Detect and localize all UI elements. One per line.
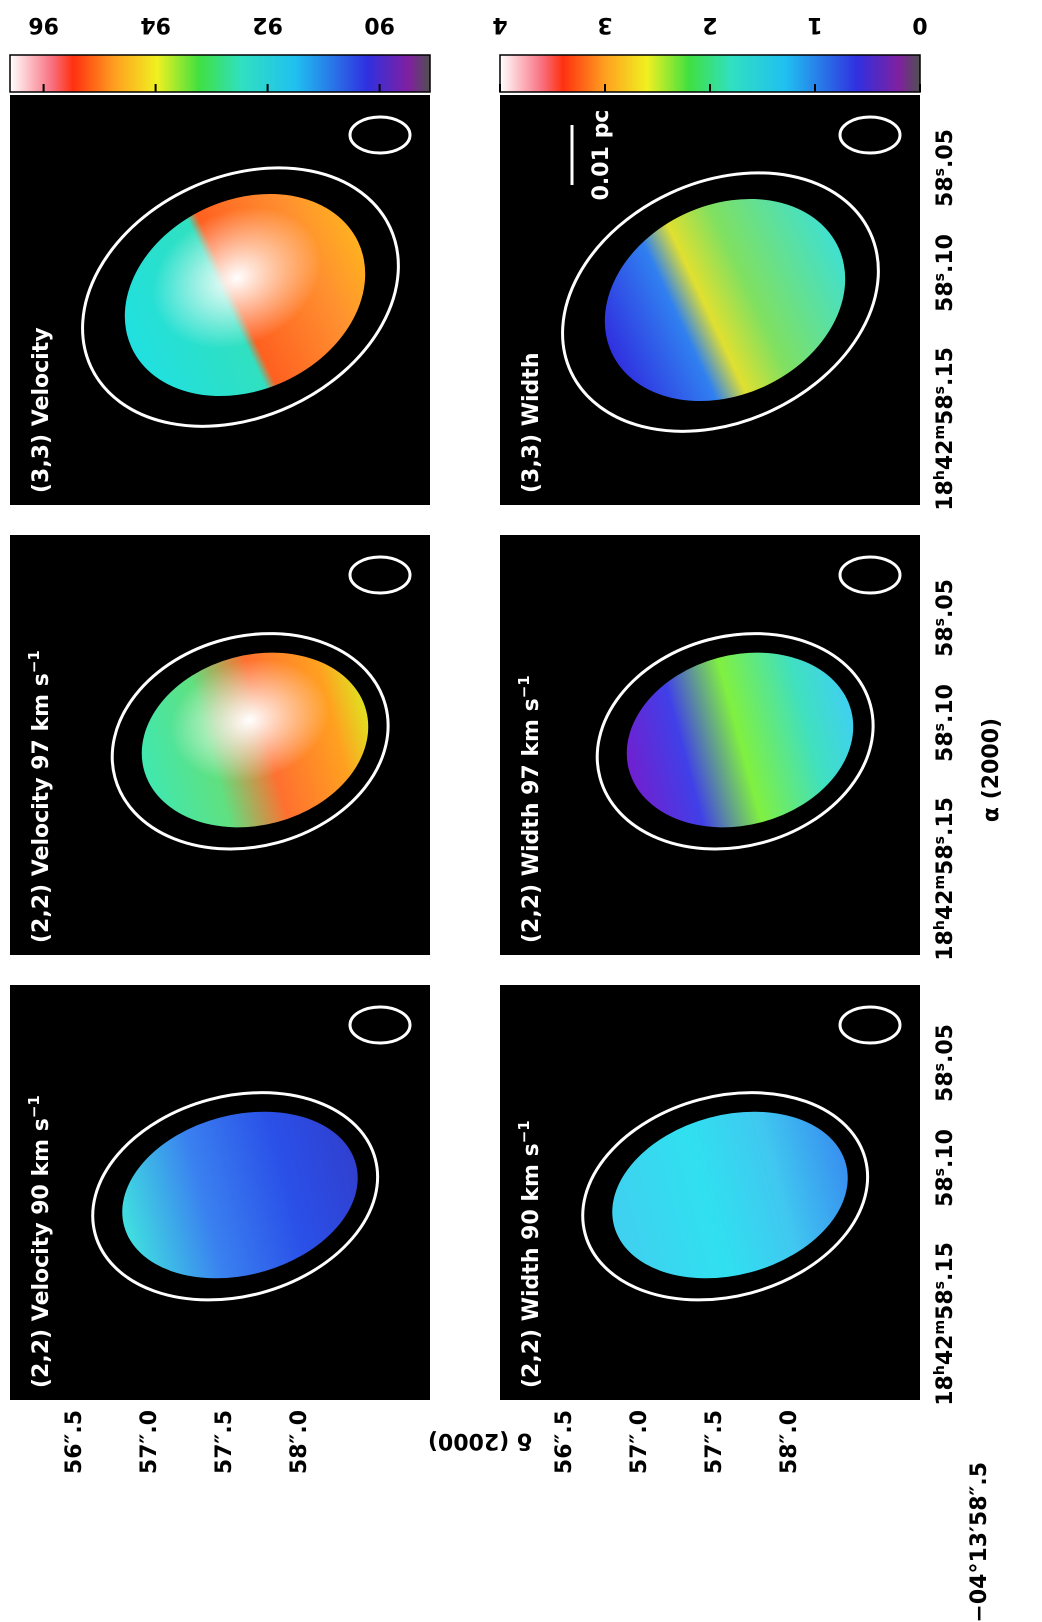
- panel: (2,2) Width 97 km s−1: [500, 535, 920, 955]
- emission-map: [626, 652, 854, 828]
- panel-title: (2,2) Width 90 km s−1: [515, 1120, 544, 1388]
- colorbar-tick-label: 94: [140, 12, 171, 37]
- colorbar-tick-label: 2: [702, 12, 717, 37]
- panel: (2,2) Velocity 97 km s−1: [10, 535, 430, 955]
- title-text: (2,2) Velocity 90 km s: [29, 1118, 54, 1388]
- colorbar-tick-label: 92: [252, 12, 283, 37]
- dec-tick-label: 57″.0: [627, 1410, 652, 1474]
- title-text: (2,2) Width 90 km s: [519, 1143, 544, 1388]
- ra-tick-label: 58s.10: [932, 684, 958, 762]
- colorbar-tick-label: 96: [28, 12, 59, 37]
- panel-title: (2,2) Width 97 km s−1: [515, 675, 544, 943]
- figure-body: (2,2) Velocity 90 km s−1(2,2) Velocity 9…: [9, 12, 1004, 1622]
- dec-tick-label: 57″.0: [137, 1410, 162, 1474]
- ra-tick-label: 58s.05: [932, 1024, 958, 1102]
- contour: [561, 171, 880, 433]
- panel: (3,3) Width 0.01 pc: [500, 95, 920, 505]
- beam: [838, 1005, 902, 1045]
- dec-tick-label: 56″.5: [552, 1410, 577, 1474]
- title-text: (3,3) Velocity: [29, 327, 54, 493]
- dec-tick-label: 57″.5: [702, 1410, 727, 1474]
- ra-tick-label: 58s.10: [932, 234, 958, 312]
- emission-map: [604, 198, 846, 402]
- colorbar-tick-label: 4: [492, 12, 507, 37]
- dec-tick-label: 58″.0: [777, 1410, 802, 1474]
- beam: [348, 115, 412, 155]
- y-axis-label: δ (2000): [428, 1428, 532, 1453]
- emission-peak: [141, 652, 369, 828]
- title-superscript: −1: [25, 1095, 43, 1118]
- ra-tick-label: 18h42m58s.15: [932, 347, 958, 511]
- title-superscript: −1: [515, 1120, 533, 1143]
- panel-title: (2,2) Velocity 97 km s−1: [25, 650, 54, 943]
- colorbar-tick-label: 0: [912, 12, 927, 37]
- title-text: (2,2) Velocity 97 km s: [29, 673, 54, 943]
- emission-peak: [124, 193, 366, 397]
- title-text: (2,2) Width 97 km s: [519, 698, 544, 943]
- colorbar-tick-label: 1: [807, 12, 822, 37]
- emission-map: [612, 1111, 848, 1279]
- dec-tick-label: −04°13′58″.5: [967, 1462, 992, 1622]
- title-text: (3,3) Width: [519, 353, 544, 493]
- panel: (2,2) Width 90 km s−1: [500, 985, 920, 1400]
- beam: [838, 115, 902, 155]
- colorbar-tick-label: 90: [364, 12, 395, 37]
- dec-tick-label: 58″.0: [287, 1410, 312, 1474]
- contour: [581, 1091, 870, 1302]
- panel: (3,3) Velocity: [10, 95, 430, 505]
- panel-title: (2,2) Velocity 90 km s−1: [25, 1095, 54, 1388]
- title-superscript: −1: [25, 650, 43, 673]
- emission-map: [122, 1111, 358, 1279]
- colorbar-tick-label: 3: [597, 12, 612, 37]
- colorbar: [9, 54, 431, 93]
- scale-bar-label: 0.01 pc: [589, 110, 614, 201]
- panel: (2,2) Velocity 90 km s−1: [10, 985, 430, 1400]
- contour: [91, 1091, 380, 1302]
- title-superscript: −1: [515, 675, 533, 698]
- ra-tick-label: 58s.10: [932, 1129, 958, 1207]
- panel-title: (3,3) Width: [519, 353, 544, 493]
- contour: [595, 632, 875, 851]
- ra-tick-label: 58s.05: [932, 579, 958, 657]
- ra-tick-label: 18h42m58s.15: [932, 797, 958, 961]
- beam: [348, 555, 412, 595]
- x-axis-label: α (2000): [979, 718, 1004, 822]
- ra-tick-label: 18h42m58s.15: [932, 1242, 958, 1406]
- dec-tick-label: 57″.5: [212, 1410, 237, 1474]
- panel-title: (3,3) Velocity: [29, 327, 54, 493]
- contour: [110, 632, 390, 851]
- ra-tick-label: 58s.05: [932, 129, 958, 207]
- beam: [838, 555, 902, 595]
- contour: [81, 166, 400, 428]
- dec-tick-label: 56″.5: [62, 1410, 87, 1474]
- beam: [348, 1005, 412, 1045]
